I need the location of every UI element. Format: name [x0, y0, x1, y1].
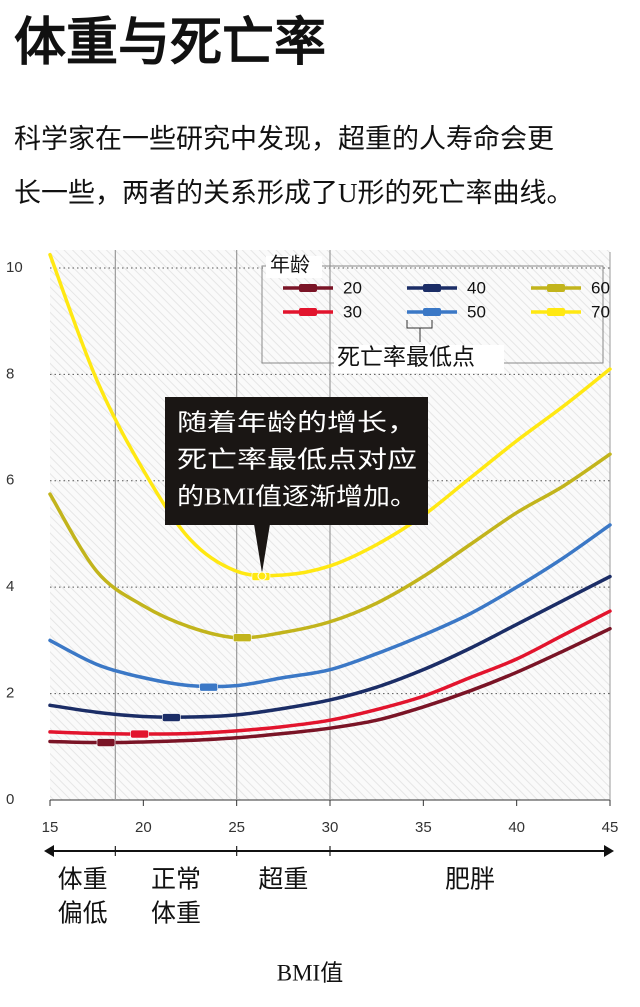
y-tick-label: 10: [6, 259, 23, 276]
x-axis-title: BMI值: [277, 960, 343, 985]
line: [48, 452, 612, 640]
legend-label: 20: [343, 278, 362, 297]
legend-bracket: [406, 320, 433, 342]
y-tick-label: 6: [6, 472, 14, 489]
arrow-head: [604, 845, 614, 857]
subtitle: 科学家在一些研究中发现，超重的人寿命会更: [14, 124, 554, 154]
legend-marker: [423, 308, 441, 316]
x-tick-label: 25: [228, 819, 245, 836]
minimum-marker: [130, 729, 149, 739]
x-tick-label: 45: [602, 819, 619, 836]
annotation-dot: [257, 571, 267, 581]
legend-marker: [547, 308, 565, 316]
band-label: 肥胖: [445, 866, 495, 894]
title: 体重与死亡率: [14, 14, 326, 72]
line: [48, 252, 612, 578]
minimum-marker: [162, 713, 181, 722]
legend-label: 60: [591, 278, 610, 297]
subtitle: 长一些，两者的关系形成了U形的死亡率曲线。: [14, 178, 574, 208]
legend-marker: [299, 308, 317, 316]
annotation-text: 的BMI值逐渐增加。: [177, 484, 417, 511]
legend-marker: [547, 284, 565, 292]
x-tick-label: 30: [322, 819, 339, 836]
band-label: 正常: [151, 866, 201, 894]
legend-title-bg: [266, 256, 322, 278]
legend-label: 40: [467, 278, 486, 297]
annotation-text: 随着年龄的增长，: [177, 410, 417, 437]
line: [48, 626, 612, 745]
band-label: 体重: [151, 900, 201, 928]
annotation-pointer: [254, 524, 270, 573]
x-tick-label: 15: [42, 819, 59, 836]
legend-title: 年龄: [270, 254, 310, 277]
legend-label: 50: [467, 302, 486, 321]
y-tick-label: 8: [6, 365, 14, 382]
min-label: 死亡率最低点: [337, 344, 475, 369]
minimum-marker: [199, 682, 218, 692]
line: [48, 523, 612, 689]
x-tick-label: 35: [415, 819, 432, 836]
line: [48, 574, 612, 719]
arrow-head: [44, 845, 54, 857]
legend-marker: [423, 284, 441, 292]
y-tick-label: 0: [6, 791, 14, 808]
legend-label: 70: [591, 302, 610, 321]
y-tick-label: 4: [6, 578, 14, 595]
annotation-text: 死亡率最低点对应: [177, 447, 417, 474]
minimum-marker: [232, 633, 252, 643]
annotation-box: [165, 397, 428, 525]
legend-label: 30: [343, 302, 362, 321]
band-label: 偏低: [58, 900, 108, 928]
x-tick-label: 40: [508, 819, 525, 836]
legend-marker: [299, 284, 317, 292]
min-label-bg: [334, 345, 504, 373]
band-label: 体重: [58, 866, 108, 894]
y-tick-label: 2: [6, 685, 14, 702]
band-label: 超重: [258, 866, 308, 894]
minimum-marker: [96, 738, 116, 747]
x-tick-label: 20: [135, 819, 152, 836]
